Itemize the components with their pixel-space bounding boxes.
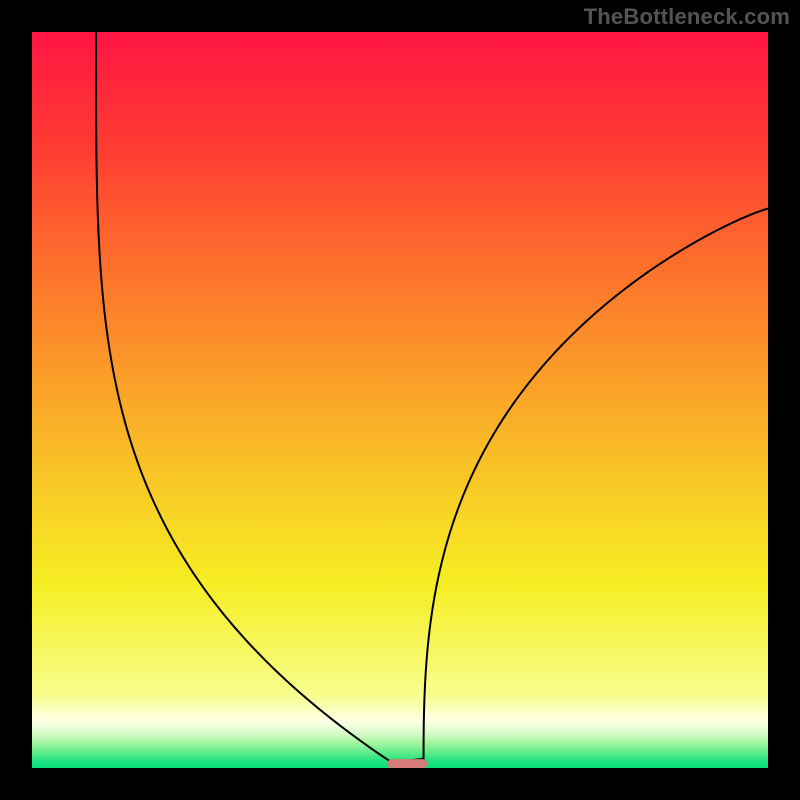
plot-area — [32, 32, 768, 768]
watermark-text: TheBottleneck.com — [584, 4, 790, 30]
chart-svg — [0, 0, 800, 800]
bottleneck-marker — [387, 759, 427, 768]
chart-container: TheBottleneck.com — [0, 0, 800, 800]
